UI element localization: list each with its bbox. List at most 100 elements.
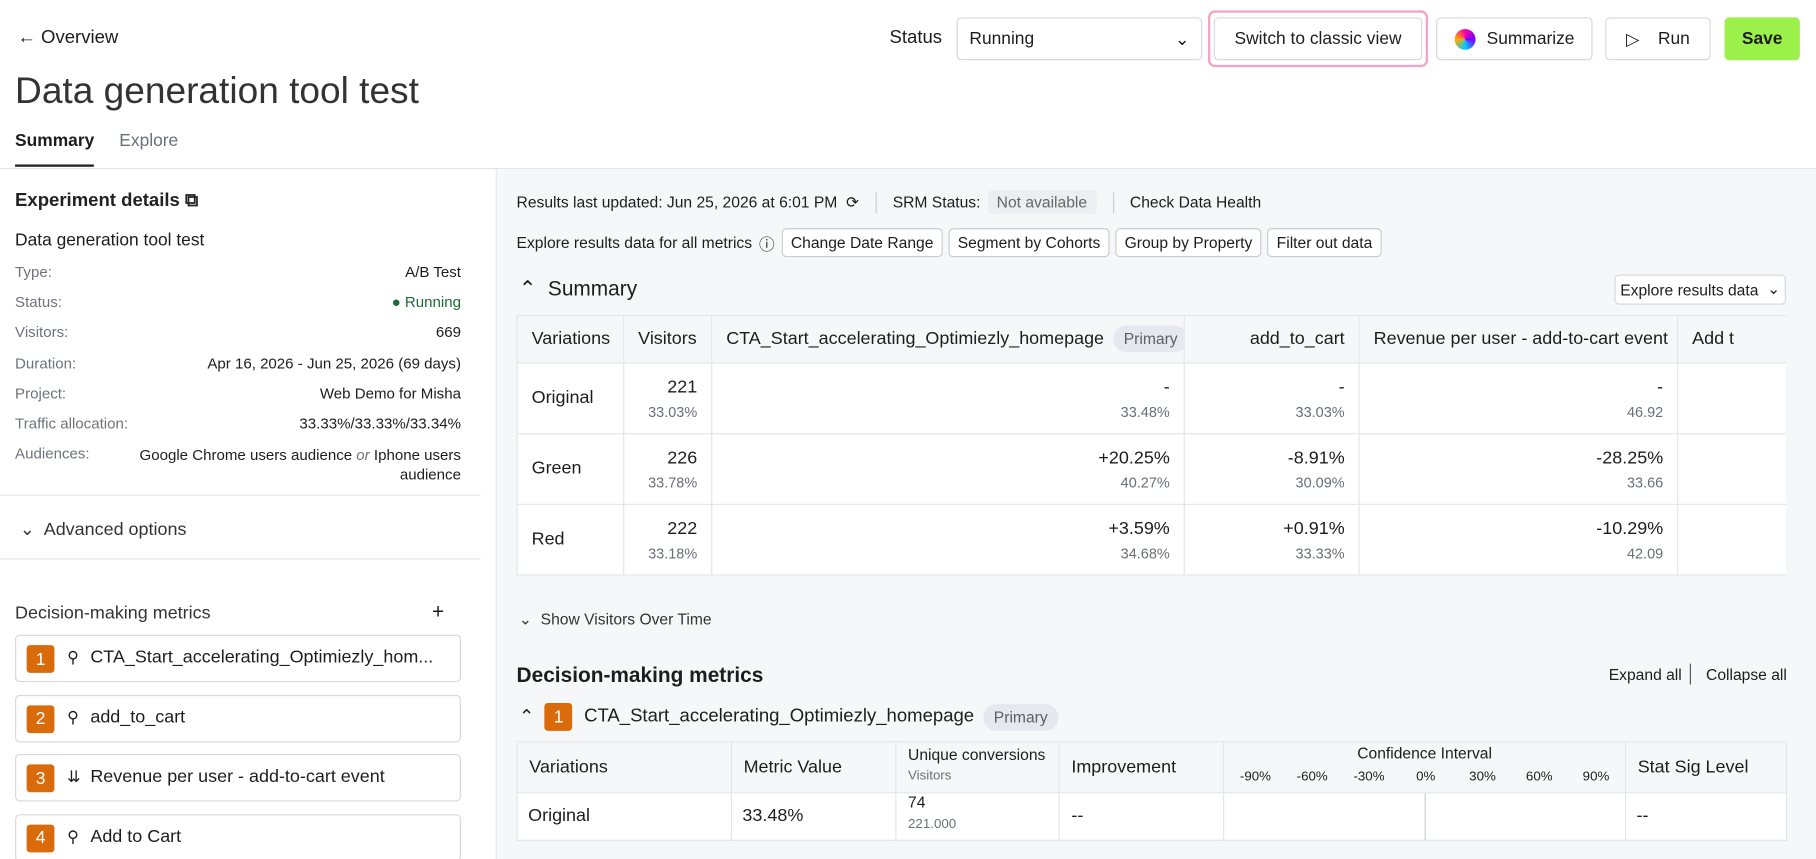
metric-name: Revenue per user - add-to-cart event xyxy=(90,766,385,787)
check-link[interactable]: Check Data Health xyxy=(1129,193,1262,211)
metrics-title: Decision-making metrics xyxy=(15,603,211,624)
text[interactable]: Show Visitors Over Time xyxy=(540,610,712,628)
advanced-text[interactable]: Advanced options xyxy=(43,520,187,540)
ci-header: Confidence Interval -90% -60% -30% 0% 30% 60% 9… xyxy=(1223,741,1627,794)
header-cell: Improvement xyxy=(1058,741,1225,794)
badge: Primary xyxy=(1113,325,1184,353)
ci-tick: -90% xyxy=(1239,770,1272,785)
stat-sig: -- xyxy=(1624,792,1788,841)
expand-all[interactable]: Expand all xyxy=(1608,665,1682,684)
visitors-cell: 221 33.03% xyxy=(623,362,713,435)
field-value: ● Running xyxy=(391,293,461,311)
action-chip[interactable]: Group by Property xyxy=(1115,228,1262,258)
visitors: 221 xyxy=(667,376,698,397)
ci-tick: 90% xyxy=(1582,770,1610,785)
save-button[interactable]: Save xyxy=(1724,17,1800,61)
action-chip[interactable]: Change Date Range xyxy=(781,228,943,258)
header-cell: Variations xyxy=(516,315,625,364)
sep xyxy=(875,191,877,213)
metric-cell: - 33.48% xyxy=(711,362,1185,435)
metric-table: Variations Metric Value Unique conversions… xyxy=(516,741,1788,841)
action-chip[interactable]: Filter out data xyxy=(1267,228,1382,258)
field-value: 33.33%/33.33%/33.34% xyxy=(299,414,461,433)
header-text: Confidence Interval xyxy=(1357,744,1492,763)
tab[interactable]: Explore xyxy=(119,130,179,151)
header-text: Variations xyxy=(531,328,611,349)
metric-name: Add to Cart xyxy=(90,826,182,847)
details-title: Experiment details xyxy=(15,191,180,211)
ai-icon xyxy=(1454,28,1476,50)
add-icon[interactable]: + xyxy=(432,599,445,624)
variation: Green xyxy=(516,433,625,505)
field-value: 669 xyxy=(435,323,461,341)
badge: Primary xyxy=(983,703,1059,731)
help-icon: ⓘ xyxy=(759,235,775,254)
tab[interactable]: Summary xyxy=(15,131,95,167)
share: 33.03% xyxy=(648,403,698,420)
metric-value: 33.66 xyxy=(1626,474,1664,491)
focus-ring xyxy=(1208,10,1429,68)
joiner: or xyxy=(356,445,370,464)
button[interactable]: Summarize xyxy=(1436,17,1593,61)
metric-cell: +3.59% 34.68% xyxy=(711,503,1185,576)
dm-title: Decision-making metrics xyxy=(516,663,764,687)
advanced-toggle[interactable]: ⌄ Advanced options xyxy=(19,520,187,540)
back-link[interactable]: ← Overview xyxy=(17,27,119,48)
improvement: +3.59% xyxy=(1108,518,1170,538)
metric-icon: ⇊ xyxy=(67,766,81,786)
metric-card[interactable]: 3 ⇊ Revenue per user - add-to-cart event xyxy=(15,754,461,802)
status-label: Status xyxy=(889,27,943,48)
metric-header[interactable]: ⌃ 1 CTA_Start_accelerating_Optimiezly_hom… xyxy=(519,703,1059,731)
field-value: Apr 16, 2026 - Jun 25, 2026 (69 days) xyxy=(207,353,461,372)
header-text: Add t xyxy=(1692,328,1735,349)
metric-icon: ⚲ xyxy=(67,647,80,666)
back-text[interactable]: Overview xyxy=(41,27,119,48)
ci-tick: 0% xyxy=(1416,770,1436,785)
improvement: -8.91% xyxy=(1287,447,1345,468)
sep xyxy=(1689,663,1691,685)
audience: Iphone users audience xyxy=(373,445,461,483)
metric-value: 42.09 xyxy=(1626,544,1664,562)
metric-value: 46.92 xyxy=(1626,403,1664,420)
button-text: Summarize xyxy=(1486,28,1575,49)
action-chip[interactable]: Segment by Cohorts xyxy=(948,228,1110,258)
data-row: Green 226 33.78% +20.25% 40.27% -8.91% 30.09% -… xyxy=(516,433,1786,505)
header-cell: Add t xyxy=(1677,315,1786,364)
collapse-all[interactable]: Collapse all xyxy=(1706,665,1787,684)
conversions-cell: 74 221.000 xyxy=(895,792,1060,841)
metric-value: 34.68% xyxy=(1120,544,1170,562)
improvement: -- xyxy=(1058,792,1225,841)
share: 33.18% xyxy=(648,544,698,562)
variation: Original xyxy=(516,792,732,841)
header-text: CTA_Start_accelerating_Optimiezly_homepa… xyxy=(726,328,1105,349)
summary-header[interactable]: ⌃ Summary xyxy=(518,276,638,300)
visitors-toggle[interactable]: ⌄ Show Visitors Over Time xyxy=(518,610,712,628)
button[interactable]: Switch to classic view xyxy=(1213,17,1423,61)
improvement: -10.29% xyxy=(1596,518,1664,538)
audience: Google Chrome users audience xyxy=(139,445,353,464)
ci-cell xyxy=(1223,792,1627,841)
ci-tick: -30% xyxy=(1353,770,1385,785)
metric-value: 33.48% xyxy=(730,792,897,841)
summary-table: Variations Visitors CTA_Start_accelerating… xyxy=(516,315,1786,576)
metric-card[interactable]: 4 ⚲ Add to Cart xyxy=(15,813,461,859)
metric-card[interactable]: 1 ⚲ CTA_Start_accelerating_Optimiezly_hom.… xyxy=(15,634,461,683)
explore-button[interactable]: Explore results data ⌄ xyxy=(1614,274,1786,305)
status-select[interactable]: Running ⌄ xyxy=(956,17,1203,61)
experiment-name: Data generation tool test xyxy=(15,230,205,251)
header-cell: Variations xyxy=(516,741,732,794)
improvement: -28.25% xyxy=(1596,447,1664,468)
metric-value: 40.27% xyxy=(1120,474,1170,491)
zero-line xyxy=(1424,793,1426,840)
button[interactable]: ▷ Run xyxy=(1605,17,1711,61)
improvement: - xyxy=(1338,376,1345,397)
metric-card[interactable]: 2 ⚲ add_to_cart xyxy=(15,694,461,742)
header-cell: CTA_Start_accelerating_Optimiezly_homepa… xyxy=(711,315,1185,364)
field-value: A/B Test xyxy=(405,262,461,281)
ci-tick: 60% xyxy=(1525,770,1553,785)
data-row: Original 33.48% 74 221.000 -- -- xyxy=(516,792,1788,841)
field-label: Status: xyxy=(15,293,62,311)
variation: Red xyxy=(516,503,625,576)
header-row: Variations Visitors CTA_Start_accelerating… xyxy=(516,315,1786,364)
